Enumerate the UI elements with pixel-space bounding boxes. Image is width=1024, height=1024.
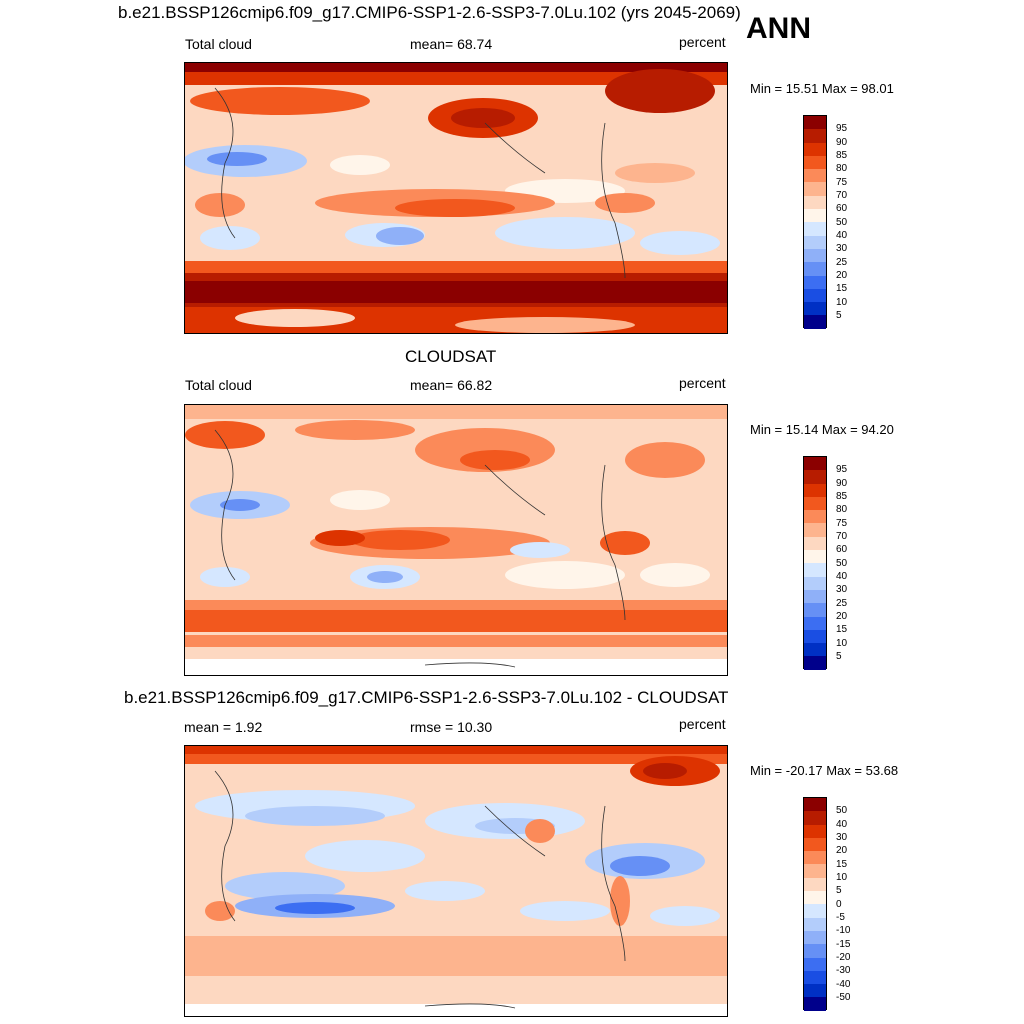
panel1-colorbar-tick: 90: [836, 137, 848, 148]
panel1-colorbar-tick: 95: [836, 123, 848, 134]
panel3-colorbar-tick: 30: [836, 832, 848, 843]
panel1-units-label: percent: [679, 34, 726, 50]
panel1-colorbar-tick: 10: [836, 297, 848, 308]
panel1-colorbar-tick: 30: [836, 243, 848, 254]
panel2-colorbar-tick: 40: [836, 571, 848, 582]
panel1-colorbar-tick: 85: [836, 150, 848, 161]
panel2-minmax-label: Min = 15.14 Max = 94.20: [750, 422, 894, 437]
panel1-colorbar-tick: 60: [836, 203, 848, 214]
panel3-rmse-label: rmse = 10.30: [410, 719, 493, 735]
panel2-colorbar-tick: 50: [836, 558, 848, 569]
panel3-map: [184, 745, 728, 1017]
panel3-colorbar-tick: -50: [836, 992, 851, 1003]
panel3-colorbar-tick: -5: [836, 912, 845, 923]
panel2-colorbar-tick: 20: [836, 611, 848, 622]
panel1-colorbar-tick: 20: [836, 270, 848, 281]
panel1-colorbar-tick: 5: [836, 310, 842, 321]
panel2-colorbar-tick: 85: [836, 491, 848, 502]
season-label: ANN: [746, 12, 811, 45]
panel2-variable-label: Total cloud: [185, 377, 252, 393]
panel3-colorbar-tick: 10: [836, 872, 848, 883]
panel3-colorbar-tick: 40: [836, 819, 848, 830]
panel2-colorbar-tick: 15: [836, 624, 848, 635]
panel1-colorbar-tick: 70: [836, 190, 848, 201]
panel2-units-label: percent: [679, 375, 726, 391]
panel3-mean-label: mean = 1.92: [184, 719, 263, 735]
panel3-colorbar-tick: 20: [836, 845, 848, 856]
panel3-minmax-label: Min = -20.17 Max = 53.68: [750, 763, 899, 778]
panel3-colorbar-tick: 15: [836, 859, 848, 870]
panel1-map: [184, 62, 728, 334]
panel3-colorbar: [803, 797, 827, 1011]
panel1-colorbar: [803, 115, 827, 329]
panel2-colorbar-tick: 10: [836, 638, 848, 649]
panel2-map: [184, 404, 728, 676]
panel2-colorbar-tick: 75: [836, 518, 848, 529]
panel1-colorbar-tick: 75: [836, 177, 848, 188]
panel3-colorbar-tick: 0: [836, 899, 842, 910]
panel2-colorbar-tick: 5: [836, 651, 842, 662]
panel2-colorbar: [803, 456, 827, 670]
panel3-colorbar-tick: -20: [836, 952, 851, 963]
panel1-colorbar-tick: 80: [836, 163, 848, 174]
panel2-title: CLOUDSAT: [405, 347, 497, 366]
panel1-title: b.e21.BSSP126cmip6.f09_g17.CMIP6-SSP1-2.…: [118, 3, 741, 22]
panel3-title: b.e21.BSSP126cmip6.f09_g17.CMIP6-SSP1-2.…: [124, 688, 729, 707]
panel2-colorbar-tick: 70: [836, 531, 848, 542]
panel3-colorbar-tick: 5: [836, 885, 842, 896]
panel2-colorbar-tick: 90: [836, 478, 848, 489]
panel2-mean-label: mean= 66.82: [410, 377, 493, 393]
panel2-colorbar-tick: 60: [836, 544, 848, 555]
panel1-colorbar-tick: 40: [836, 230, 848, 241]
panel3-units-label: percent: [679, 716, 726, 732]
panel1-minmax-label: Min = 15.51 Max = 98.01: [750, 81, 894, 96]
panel3-colorbar-tick: -30: [836, 965, 851, 976]
panel3-colorbar-tick: -15: [836, 939, 851, 950]
panel1-colorbar-tick: 25: [836, 257, 848, 268]
panel3-colorbar-tick: -10: [836, 925, 851, 936]
panel3-colorbar-tick: -40: [836, 979, 851, 990]
panel3-colorbar-tick: 50: [836, 805, 848, 816]
panel1-colorbar-tick: 15: [836, 283, 848, 294]
panel1-colorbar-tick: 50: [836, 217, 848, 228]
panel2-colorbar-tick: 80: [836, 504, 848, 515]
panel2-colorbar-tick: 95: [836, 464, 848, 475]
panel1-mean-label: mean= 68.74: [410, 36, 493, 52]
panel2-colorbar-tick: 30: [836, 584, 848, 595]
panel2-colorbar-tick: 25: [836, 598, 848, 609]
panel1-variable-label: Total cloud: [185, 36, 252, 52]
